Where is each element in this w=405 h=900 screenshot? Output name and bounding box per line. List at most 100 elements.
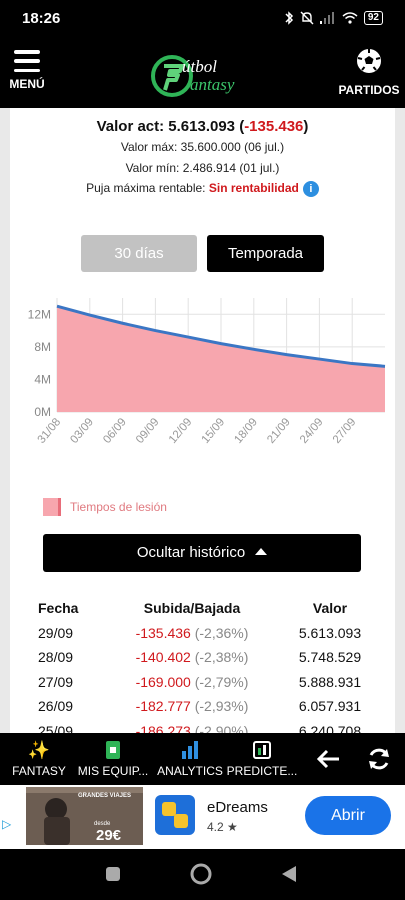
value-chart: 0M 4M 8M 12M 31/08 03/09 06/09 09/09 12/09 15/09 1… [28,298,386,446]
valor-maximo: Valor máx: 35.600.000 (06 jul.) [120,140,285,154]
row-change: -135.436 [135,624,191,641]
ad-image[interactable]: GRANDES VIAJES desde 29€ [26,787,143,845]
puja-maxima-value: Sin rentabilidad [208,181,299,196]
row-fecha: 27/09 [38,673,74,690]
futbol-fantasy-logo: útbol antasy [151,55,235,97]
valor-actual-change: -135.436 [244,118,304,135]
valor-minimo: Valor mín: 2.486.914 (01 jul.) [125,161,280,175]
nav-mis-equipos[interactable]: MIS EQUIP... [73,739,153,778]
header-fecha: Fecha [38,600,79,616]
puja-maxima: Puja máxima rentable: Sin rentabilidad i [10,181,395,197]
table-row: 28/09 -140.402 (-2,38%) 5.748.529 [10,649,395,674]
table-row: 27/09 -169.000 (-2,79%) 5.888.931 [10,674,395,699]
y-tick-label: 12M [28,307,51,321]
back-icon[interactable] [280,864,298,884]
ad-image-caption: GRANDES VIAJES [78,793,132,799]
battery-indicator: 92 [363,11,383,25]
y-tick-label: 0M [34,405,51,419]
x-tick-label: 06/09 [101,416,129,446]
row-pct: (-2,38%) [194,649,249,665]
x-tick-label: 27/09 [331,416,359,446]
table-header-row: Fecha Subida/Bajada Valor [10,600,395,625]
x-tick-label: 12/09 [167,416,195,446]
row-fecha: 26/09 [38,698,74,714]
ad-open-button[interactable]: Abrir [305,796,391,835]
player-value-card: Valor act: 5.613.093 (-135.436) Valor má… [10,108,395,733]
ad-price: 29€ [96,827,122,844]
row-change: -169.000 [135,673,191,690]
soccer-ball-icon [357,49,381,73]
wifi-icon [342,12,358,24]
info-icon[interactable]: i [302,181,319,197]
history-table: Fecha Subida/Bajada Valor 29/09 -135.436… [10,600,395,733]
row-pct: (-2,79%) [194,673,249,690]
valor-actual: Valor act: 5.613.093 (-135.436) [96,118,309,135]
row-fecha: 25/09 [38,722,74,734]
table-row: 26/09 -182.777 (-2,93%) 6.057.931 [10,698,395,723]
legend-label: Tiempos de lesión [70,500,167,514]
edreams-logo [155,795,195,835]
ocultar-historico-button[interactable]: Ocultar histórico [43,534,361,572]
menu-button[interactable]: MENÚ [6,50,48,91]
row-change: -140.402 [135,649,191,665]
partidos-button[interactable]: PARTIDOS [337,48,401,97]
x-tick-label: 18/09 [232,416,260,446]
nav-predictor[interactable]: PREDICTE... [226,739,298,778]
header-valor: Valor [312,600,348,616]
status-bar: 18:26 92 [0,0,405,40]
ad-banner[interactable]: ▷ GRANDES VIAJES desde 29€ eDreams 4.2 ★… [0,785,405,849]
row-valor: 5.888.931 [298,673,362,690]
refresh-icon[interactable] [366,746,392,772]
mute-icon [300,11,314,25]
x-tick-label: 24/09 [298,416,326,446]
range-temporada-button[interactable]: Temporada [207,235,324,272]
bar-chart-icon [156,739,224,761]
status-icons: 92 [284,11,383,25]
system-nav-bar [0,849,405,900]
row-pct: (-2,93%) [194,698,249,714]
partidos-label: PARTIDOS [338,83,400,97]
caret-up-icon [255,548,268,555]
row-fecha: 29/09 [38,624,74,641]
bottom-nav: ✨ FANTASY MIS EQUIP... ANALYTICS PREDICT… [0,733,405,785]
row-valor: 6.057.931 [298,698,362,714]
table-row: 29/09 -135.436 (-2,36%) 5.613.093 [10,625,395,650]
row-valor: 5.748.529 [298,649,362,665]
value-area [57,306,385,412]
ad-app-name: eDreams [207,799,268,816]
header-subida-bajada: Subida/Bajada [143,600,241,616]
row-change: -182.777 [135,698,191,714]
team-icon [73,739,153,761]
content-area[interactable]: Valor act: 5.613.093 (-135.436) Valor má… [0,108,405,733]
status-time: 18:26 [22,10,61,27]
home-icon[interactable] [190,863,212,885]
sparkle-icon: ✨ [27,740,51,760]
logo-text-top: útbol [182,57,217,76]
value-line [56,304,386,368]
x-tick-label: 31/08 [36,416,64,446]
nav-fantasy[interactable]: ✨ FANTASY [10,739,68,778]
row-pct: (-2,90%) [194,722,249,734]
ad-image-desde: desde [94,821,111,827]
chart-legend[interactable]: Tiempos de lesión [43,498,167,516]
x-tick-label: 21/09 [265,416,293,446]
bluetooth-icon [285,11,293,25]
predict-icon [226,739,298,761]
menu-label: MENÚ [9,77,45,91]
recents-icon[interactable] [104,865,122,883]
ad-photo [26,787,143,845]
hamburger-icon [14,50,40,72]
y-tick-label: 4M [34,372,51,386]
row-fecha: 28/09 [38,649,74,665]
ad-rating: 4.2 ★ [207,820,238,834]
row-valor: 6.240.708 [298,722,362,734]
app-header: MENÚ útbol antasy PARTIDOS [0,40,405,108]
x-tick-label: 03/09 [68,416,96,446]
row-pct: (-2,36%) [194,624,249,641]
table-row: 25/09 -186.273 (-2,90%) 6.240.708 [10,723,395,734]
range-30-dias-button[interactable]: 30 días [81,235,197,272]
ad-choices-icon[interactable]: ▷ [2,817,12,831]
back-arrow-icon[interactable] [315,748,341,770]
row-valor: 5.613.093 [298,624,362,641]
nav-analytics[interactable]: ANALYTICS [156,739,224,778]
